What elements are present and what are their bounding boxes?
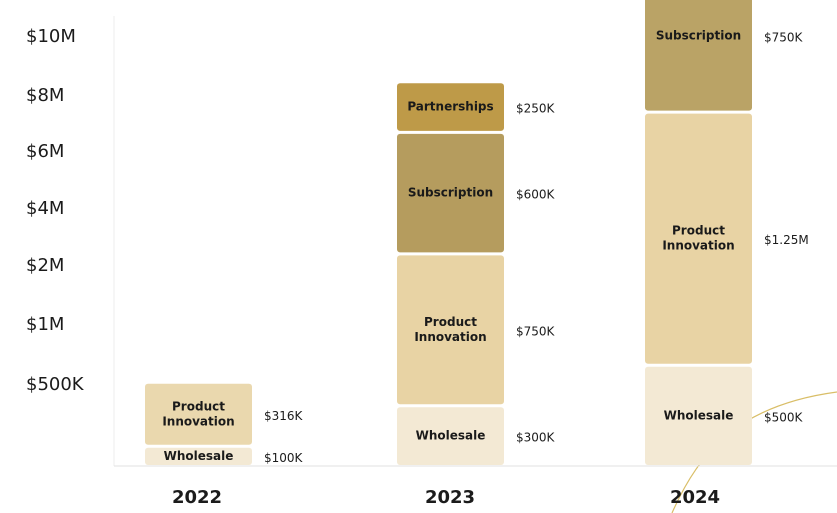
bar-segment-wholesale: [397, 407, 504, 465]
y-tick-label: $8M: [26, 85, 64, 106]
segment-value-label: $250K: [516, 102, 556, 116]
y-tick-label: $6M: [26, 141, 64, 162]
segment-label: Product Innovation: [662, 224, 734, 253]
chart-axes: [113, 16, 837, 467]
y-tick-label: $500K: [26, 374, 85, 395]
bar-segment-subscription: [397, 133, 504, 253]
segment-label: Wholesale: [164, 449, 234, 463]
segment-value-label: $600K: [516, 188, 556, 202]
segment-label: Product Innovation: [414, 315, 486, 344]
segment-value-label: $300K: [516, 431, 556, 445]
bar-segment-wholesale: [145, 447, 252, 465]
segment-value-label: $100K: [264, 451, 304, 465]
bar-segment-product-innovation: [397, 255, 504, 405]
segment-label: Product Innovation: [162, 399, 234, 428]
x-tick-label: 2022: [172, 487, 222, 508]
segment-label: Subscription: [656, 29, 741, 43]
y-tick-label: $10M: [26, 26, 76, 47]
segment-value-label: $500K: [764, 410, 804, 424]
y-tick-label: $1M: [26, 314, 64, 335]
segment-value-label: $750K: [764, 31, 804, 45]
bar-segment-wholesale: [645, 366, 752, 465]
segment-value-label: $316K: [264, 409, 304, 423]
x-tick-label: 2023: [425, 487, 475, 508]
segment-value-label: $1.25M: [764, 233, 809, 247]
bar-segment-product-innovation: [645, 113, 752, 364]
x-tick-label: 2024: [670, 487, 720, 508]
bar-stack-2024: Wholesale $500K Product Innovation $1.25M Sub…: [645, 0, 809, 465]
bar-segment-subscription: [645, 0, 752, 111]
y-axis-tick-labels: $500K $1M $2M $4M $6M $8M $10M: [26, 26, 85, 395]
bar-segment-product-innovation: [145, 383, 252, 445]
segment-label: Subscription: [408, 186, 493, 200]
segment-label: Wholesale: [664, 408, 734, 422]
bar-segment-partnerships: [397, 83, 504, 131]
segment-label: Wholesale: [416, 429, 486, 443]
y-tick-label: $2M: [26, 255, 64, 276]
segment-value-label: $750K: [516, 324, 556, 338]
bar-stack-2023: Wholesale $300K Product Innovation $750K Subs…: [397, 83, 556, 465]
bar-stack-2022: Wholesale $100K Product Innovation $316K: [145, 383, 304, 465]
x-axis-tick-labels: 2022 2023 2024: [172, 487, 720, 508]
y-tick-label: $4M: [26, 198, 64, 219]
segment-label: Partnerships: [407, 100, 493, 114]
